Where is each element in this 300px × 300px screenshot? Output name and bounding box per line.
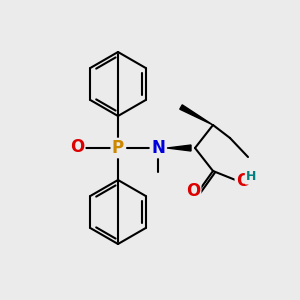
Text: O: O — [236, 172, 250, 190]
Text: P: P — [112, 139, 124, 157]
Polygon shape — [180, 105, 213, 125]
Polygon shape — [167, 145, 191, 151]
Text: O: O — [186, 182, 200, 200]
Text: O: O — [70, 138, 84, 156]
Text: H: H — [246, 170, 256, 184]
Text: N: N — [151, 139, 165, 157]
